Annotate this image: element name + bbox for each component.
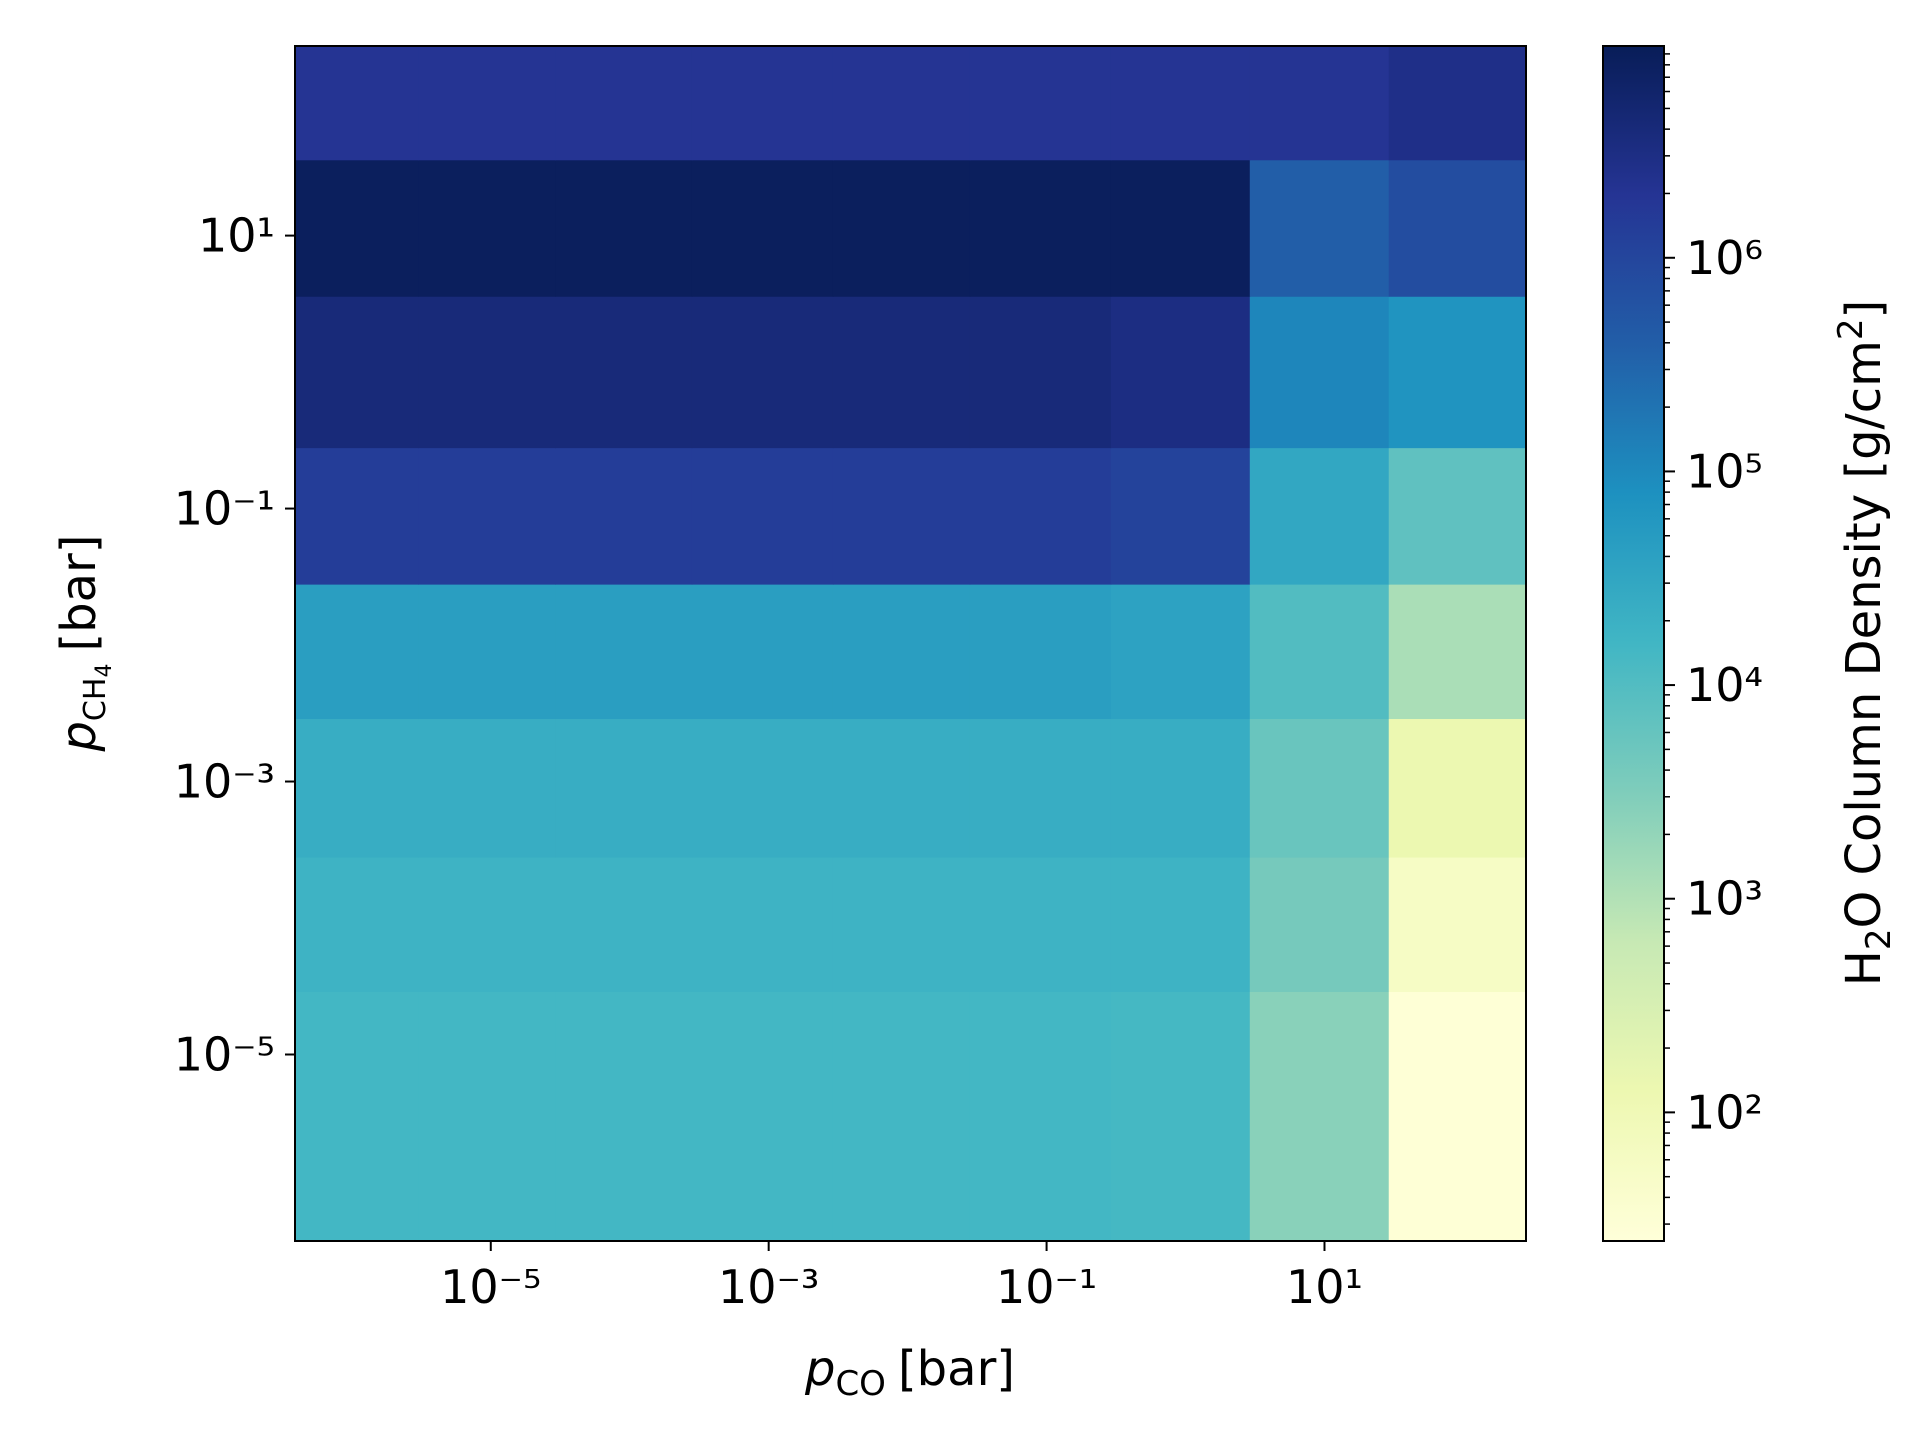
heatmap-cell — [418, 447, 556, 585]
heatmap-cell — [295, 46, 419, 161]
heatmap-cell — [969, 46, 1112, 161]
heatmap-cell — [1249, 296, 1390, 449]
heatmap-cell — [832, 718, 971, 858]
colorbar-label: H2O Column Density [g/cm2] — [1831, 300, 1899, 986]
heatmap-cell — [691, 584, 834, 720]
y-axis-label: pCH4[bar] — [51, 534, 117, 752]
x-tick-label: 10⁻³ — [718, 1260, 819, 1314]
colorbar-tick-label: 10⁵ — [1686, 444, 1763, 498]
heatmap-cell — [1388, 46, 1527, 161]
heatmap-cell — [555, 856, 693, 992]
heatmap-cell — [1388, 296, 1527, 449]
heatmap-cell — [1388, 991, 1527, 1242]
heatmap-cell — [1388, 159, 1527, 297]
heatmap-cell — [969, 447, 1112, 585]
heatmap-cell — [295, 991, 419, 1242]
heatmap-cell — [1249, 718, 1390, 858]
heatmap-cell — [969, 584, 1112, 720]
heatmap-cell — [418, 46, 556, 161]
heatmap-cell — [555, 159, 693, 297]
heatmap-cell — [418, 718, 556, 858]
heatmap-cell — [832, 46, 971, 161]
heatmap-cell — [1388, 718, 1527, 858]
heatmap-cell — [418, 584, 556, 720]
heatmap-cell — [555, 991, 693, 1242]
colorbar — [1602, 45, 1665, 1242]
heatmap-cell — [295, 584, 419, 720]
heatmap-cell — [832, 584, 971, 720]
heatmap-cell — [295, 718, 419, 858]
heatmap-cell — [1249, 584, 1390, 720]
x-tick-label: 10⁻¹ — [996, 1260, 1097, 1314]
heatmap-cell — [691, 856, 834, 992]
heatmap-cell — [691, 296, 834, 449]
heatmap-cell — [418, 856, 556, 992]
heatmap-cell — [832, 159, 971, 297]
heatmap-cell — [691, 718, 834, 858]
heatmap-cell — [1388, 584, 1527, 720]
heatmap-cell — [1110, 856, 1251, 992]
heatmap-cell — [691, 447, 834, 585]
colorbar-tick-label: 10³ — [1686, 872, 1763, 926]
heatmap-cell — [295, 159, 419, 297]
heatmap-cell — [1110, 447, 1251, 585]
heatmap-cell — [555, 296, 693, 449]
heatmap-cell — [295, 856, 419, 992]
y-tick-label: 10¹ — [198, 209, 275, 263]
heatmap-cell — [1249, 447, 1390, 585]
heatmap-cell — [1249, 46, 1390, 161]
y-tick-label: 10⁻³ — [174, 755, 275, 809]
heatmap-cell — [555, 46, 693, 161]
x-axis-label: pCO [bar] — [804, 1341, 1015, 1404]
x-tick-label: 10⁻⁵ — [440, 1260, 541, 1314]
heatmap-cell — [1110, 46, 1251, 161]
x-tick-label: 10¹ — [1286, 1260, 1363, 1314]
heatmap-cell — [418, 296, 556, 449]
heatmap-cell — [1249, 991, 1390, 1242]
colorbar-tick-label: 10² — [1686, 1085, 1763, 1139]
heatmap-cell — [691, 991, 834, 1242]
heatmap-cell — [969, 991, 1112, 1242]
colorbar-tick-label: 10⁶ — [1686, 231, 1763, 285]
heatmap-cell — [1388, 856, 1527, 992]
colorbar-tick-label: 10⁴ — [1686, 658, 1763, 712]
heatmap-cell — [555, 718, 693, 858]
heatmap-cell — [1110, 991, 1251, 1242]
heatmap-cell — [555, 447, 693, 585]
heatmap-cell — [832, 856, 971, 992]
heatmap-cell — [832, 447, 971, 585]
heatmap-cell — [295, 296, 419, 449]
heatmap-cell — [418, 159, 556, 297]
heatmap-cell — [1110, 718, 1251, 858]
heatmap-cell — [969, 718, 1112, 858]
heatmap-cell — [1388, 447, 1527, 585]
heatmap-cell — [555, 584, 693, 720]
heatmap-cell — [1110, 584, 1251, 720]
heatmap-cell — [832, 296, 971, 449]
heatmap-cell — [418, 991, 556, 1242]
y-tick-label: 10⁻⁵ — [174, 1027, 275, 1081]
heatmap-cell — [969, 856, 1112, 992]
heatmap-cell — [691, 46, 834, 161]
heatmap-cell — [295, 447, 419, 585]
heatmap-cell — [832, 991, 971, 1242]
heatmap-cell — [1110, 159, 1251, 297]
plot-frame — [294, 45, 1527, 1242]
heatmap-cell — [969, 159, 1112, 297]
heatmap-cell — [1110, 296, 1251, 449]
heatmap-cell — [1249, 159, 1390, 297]
heatmap-cell — [1249, 856, 1390, 992]
heatmap-cell — [969, 296, 1112, 449]
heatmap-cell — [691, 159, 834, 297]
y-tick-label: 10⁻¹ — [174, 482, 275, 536]
